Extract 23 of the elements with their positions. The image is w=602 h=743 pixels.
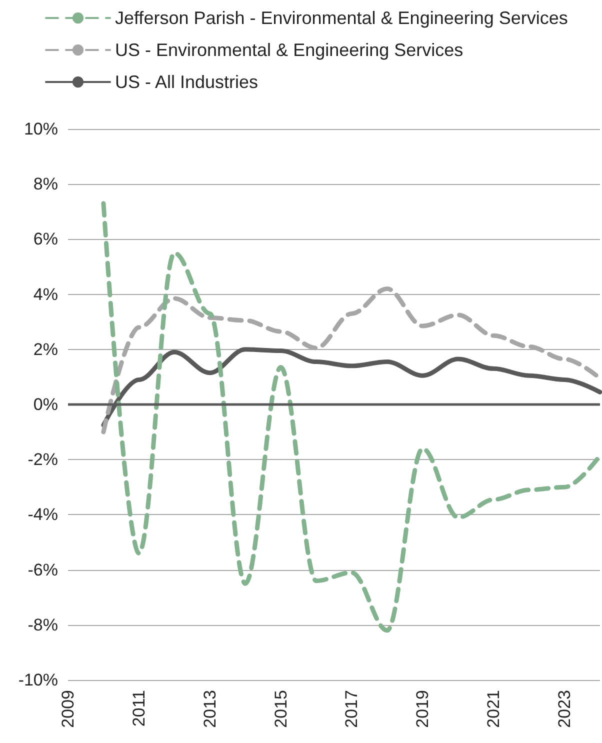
x-tick-label: 2013 — [200, 690, 220, 728]
legend-label: Jefferson Parish - Environmental & Engineering Services — [115, 8, 568, 28]
y-tick-label: -6% — [28, 560, 58, 580]
y-tick-label: -4% — [28, 505, 58, 524]
y-tick-label: -10% — [18, 670, 58, 690]
x-tick-label: 2023 — [555, 690, 574, 728]
x-tick-label: 2015 — [271, 690, 290, 728]
x-tick-label: 2017 — [342, 690, 362, 728]
x-tick-label: 2009 — [58, 690, 78, 728]
legend-label: US - All Industries — [115, 72, 258, 92]
y-tick-label: -2% — [28, 450, 58, 470]
y-tick-label: 4% — [33, 284, 58, 304]
x-tick-label: 2021 — [484, 690, 504, 728]
y-tick-label: 2% — [33, 340, 58, 359]
y-tick-label: 6% — [33, 230, 58, 249]
y-tick-label: 10% — [24, 120, 58, 138]
y-tick-label: 8% — [33, 174, 58, 194]
y-tick-label: 0% — [33, 395, 58, 414]
x-tick-label: 2011 — [129, 690, 148, 727]
legend-label: US - Environmental & Engineering Services — [115, 40, 464, 60]
line-series — [101, 201, 602, 633]
y-tick-label: -8% — [28, 615, 58, 634]
x-tick-label: 2019 — [413, 690, 432, 728]
